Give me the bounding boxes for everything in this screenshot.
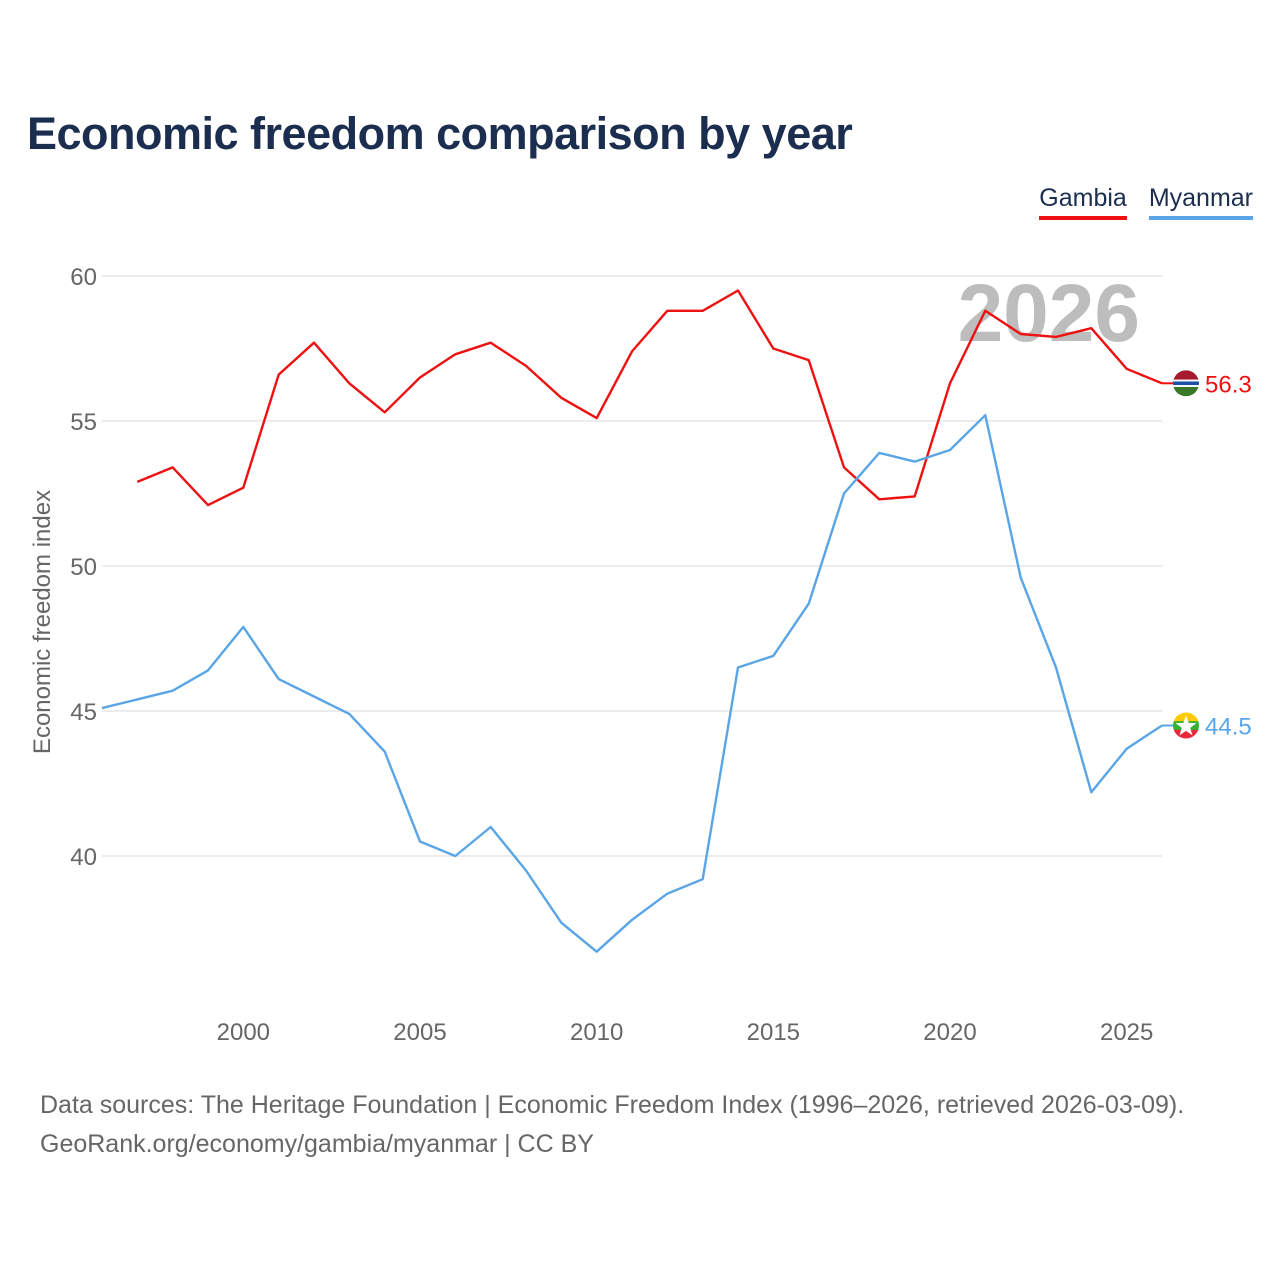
legend: Gambia Myanmar [1039,184,1253,220]
myanmar-flag-icon [1173,712,1199,739]
x-tick-label: 2020 [923,1019,976,1046]
x-tick-label: 2015 [747,1019,800,1046]
end-value-label-myanmar: 44.5 [1205,714,1252,741]
y-axis-title: Economic freedom index [29,490,56,754]
y-tick-label: 45 [70,699,97,726]
attribution-note: GeoRank.org/economy/gambia/myanmar | CC … [40,1130,594,1158]
data-sources-note: Data sources: The Heritage Foundation | … [40,1091,1185,1119]
x-tick-label: 2005 [393,1019,446,1046]
chart-title: Economic freedom comparison by year [27,108,853,159]
y-tick-label: 40 [70,844,97,871]
y-tick-label: 55 [70,409,97,436]
series-line-myanmar[interactable] [101,414,1163,953]
y-tick-label: 60 [70,264,97,291]
end-value-label-gambia: 56.3 [1205,371,1252,398]
series-line-gambia[interactable] [136,289,1163,507]
gambia-flag-icon [1173,370,1199,397]
y-tick-label: 50 [70,554,97,581]
x-tick-label: 2025 [1100,1019,1153,1046]
line-chart: 40 45 50 55 60 2000 2005 2010 2015 2020 2025 Econom… [29,264,1252,1046]
x-tick-label: 2000 [217,1019,270,1046]
footer: Data sources: The Heritage Foundation | … [40,1086,1184,1164]
x-tick-label: 2010 [570,1019,623,1046]
legend-item-myanmar[interactable]: Myanmar [1148,184,1253,220]
legend-item-gambia[interactable]: Gambia [1039,184,1127,220]
